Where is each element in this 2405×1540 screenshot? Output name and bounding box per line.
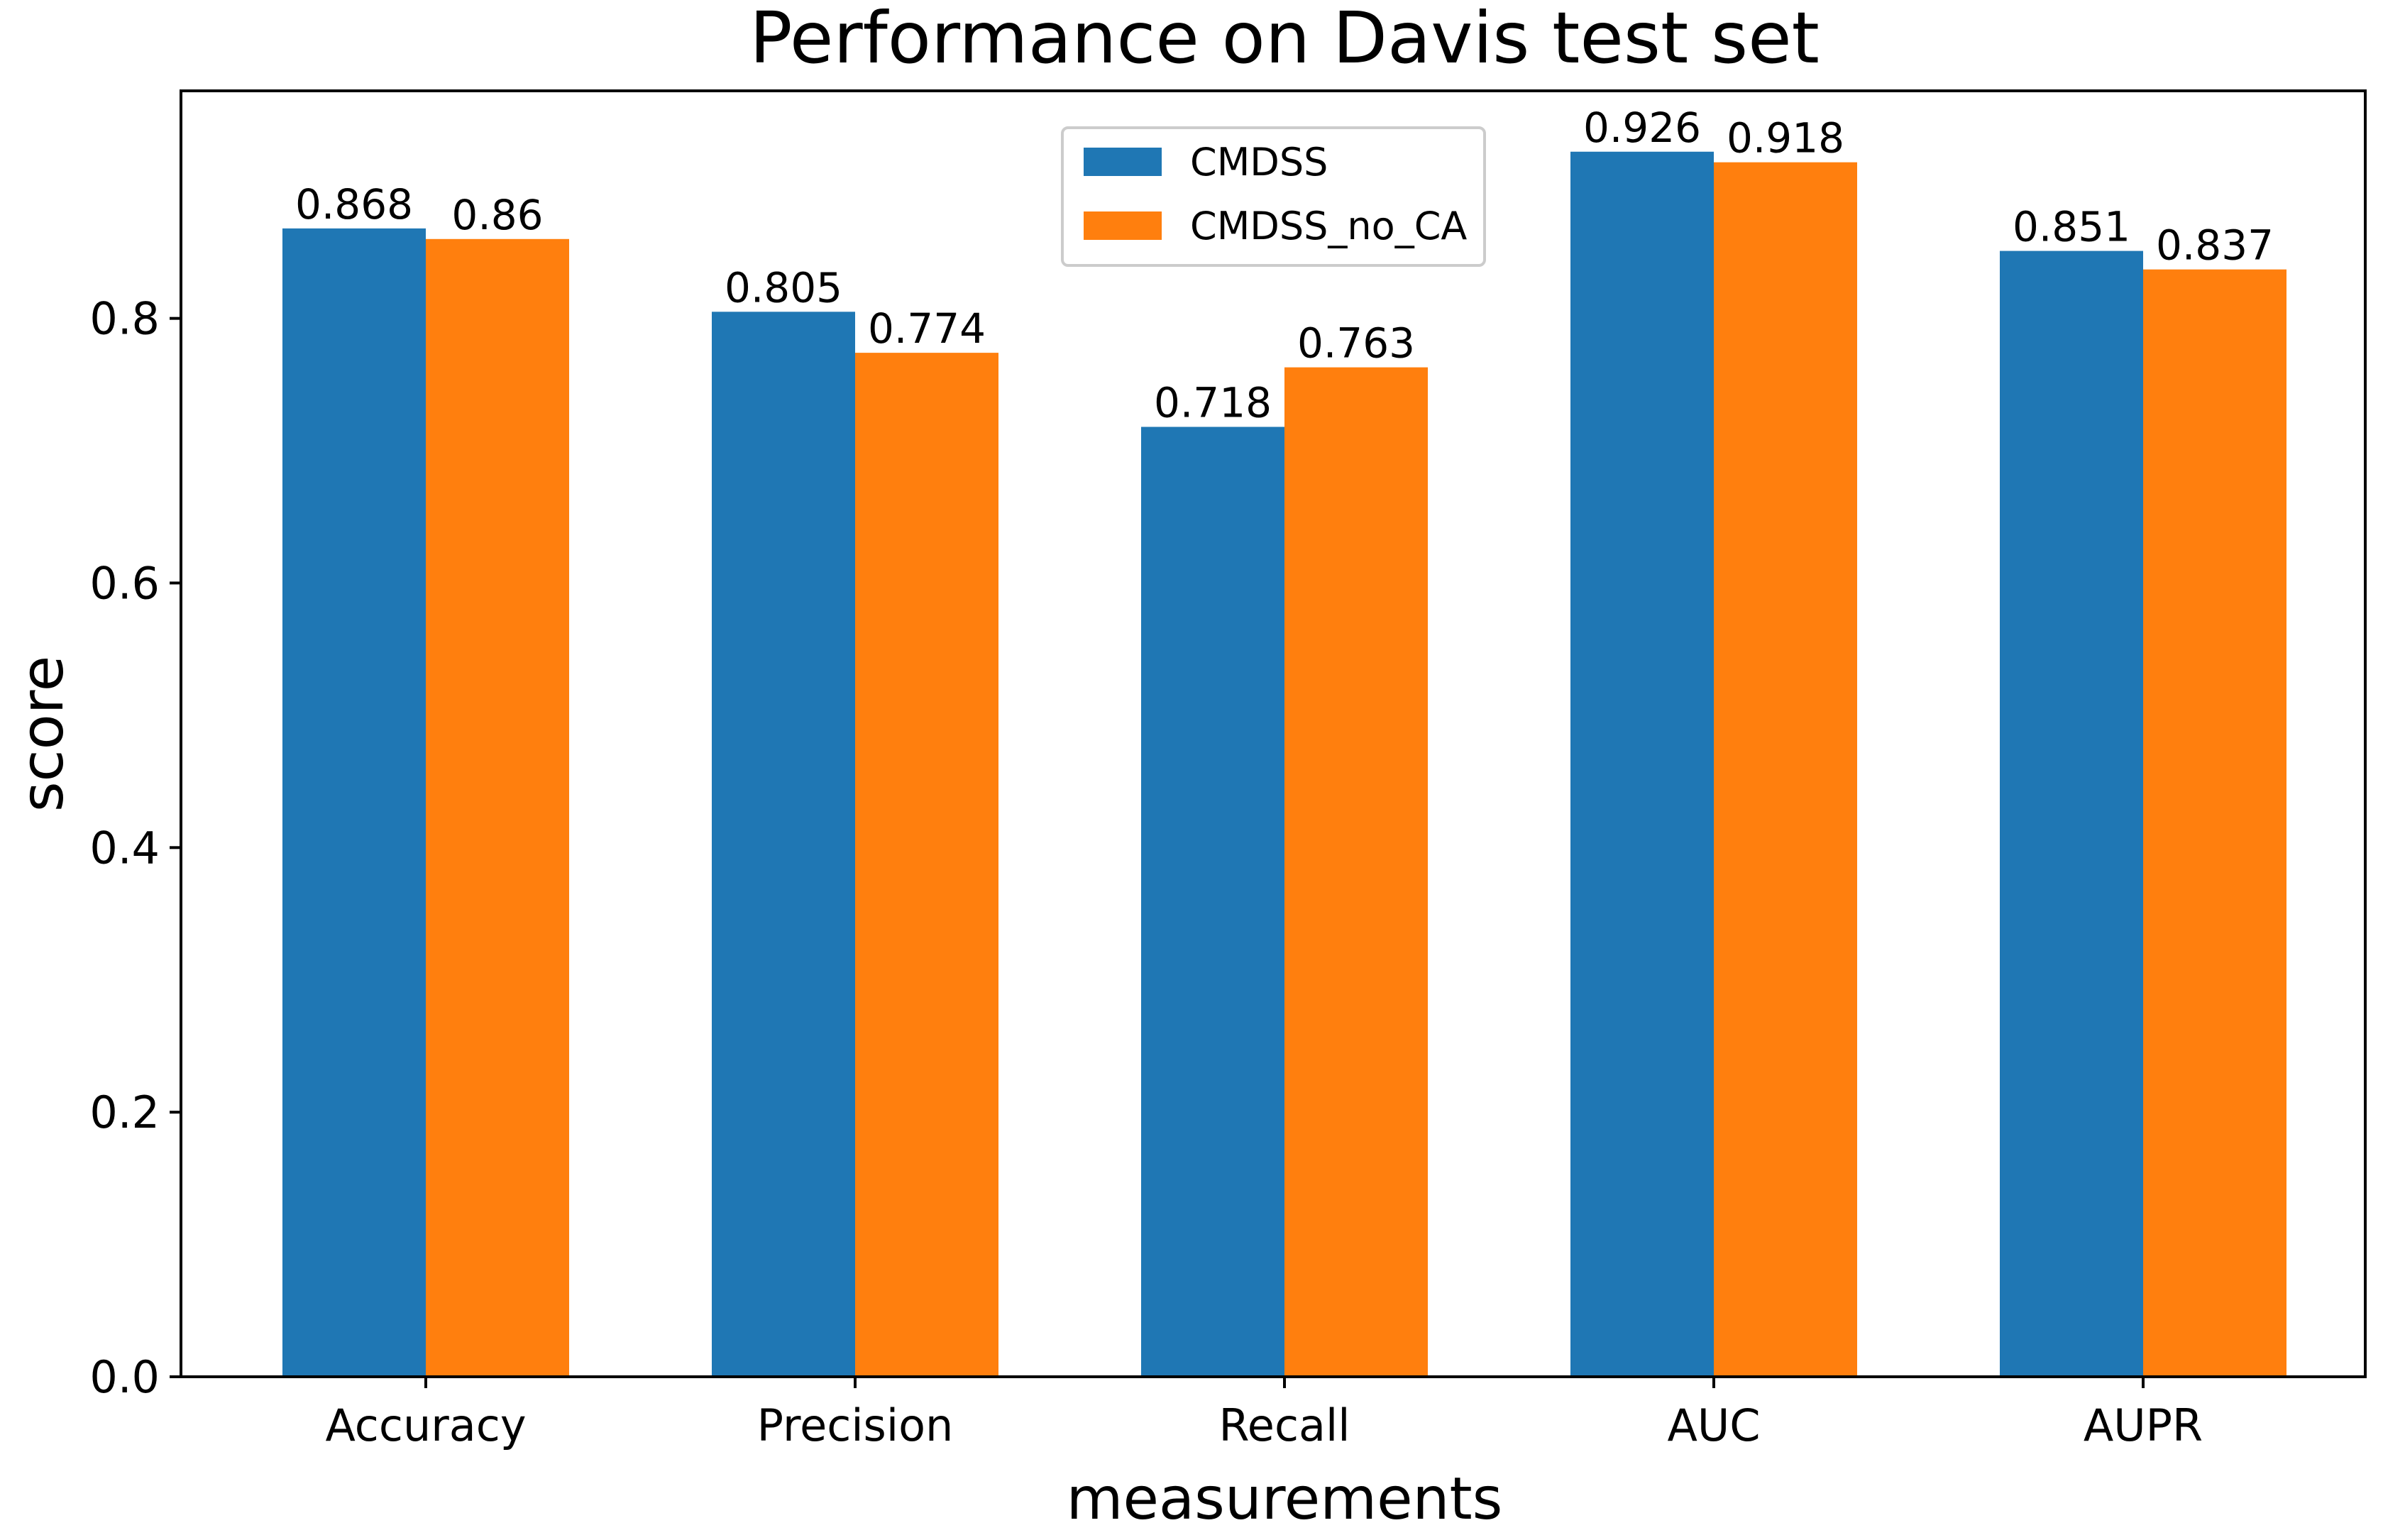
value-label-cmdss-recall: 0.718 [1154, 379, 1272, 427]
bar-cmdss-no-ca-auc [1714, 162, 1857, 1377]
x-axis-label: measurements [1067, 1465, 1503, 1533]
y-tick-label-1: 0.2 [89, 1087, 160, 1138]
x-tick-label-aupr: AUPR [2084, 1399, 2203, 1451]
bar-cmdss-aupr [2000, 251, 2143, 1377]
x-tick-label-precision: Precision [757, 1399, 954, 1451]
bar-cmdss-no-ca-recall [1284, 367, 1428, 1377]
y-tick-label-2: 0.4 [89, 822, 160, 874]
legend: CMDSS CMDSS_no_CA [1061, 126, 1486, 267]
bar-cmdss-recall [1141, 427, 1284, 1377]
y-tick-label-4: 0.8 [89, 293, 160, 345]
value-label-cmdss-no-ca-accuracy: 0.86 [451, 191, 543, 239]
bar-cmdss-auc [1570, 151, 1714, 1377]
x-tick-label-accuracy: Accuracy [325, 1399, 526, 1451]
value-label-cmdss-no-ca-precision: 0.774 [868, 304, 986, 353]
y-tick-label-3: 0.6 [89, 557, 160, 609]
value-label-cmdss-precision: 0.805 [725, 263, 842, 312]
legend-label-cmdss: CMDSS [1190, 140, 1328, 185]
bars-layer [282, 151, 2286, 1377]
bar-cmdss-accuracy [282, 228, 426, 1377]
plot-frame [180, 89, 2367, 1378]
bar-cmdss-no-ca-accuracy [426, 238, 569, 1377]
bar-cmdss-precision [712, 312, 855, 1377]
x-axis: Accuracy Precision Recall AUC AUPR [325, 1377, 2203, 1451]
chart-title: Performance on Davis test set [749, 0, 1820, 79]
y-axis-label: score [9, 656, 77, 812]
value-label-cmdss-accuracy: 0.868 [295, 180, 413, 229]
legend-swatch-cmdss-no-ca [1084, 211, 1162, 240]
legend-frame [1061, 126, 1486, 267]
legend-swatch-cmdss [1084, 148, 1162, 176]
value-label-cmdss-auc: 0.926 [1583, 104, 1701, 152]
value-labels-layer: 0.868 0.86 0.805 0.774 0.718 0.763 0.926 0.918 0… [295, 104, 2274, 427]
legend-label-cmdss-no-ca: CMDSS_no_CA [1190, 204, 1467, 248]
value-label-cmdss-no-ca-auc: 0.918 [1727, 114, 1844, 163]
x-tick-label-auc: AUC [1667, 1399, 1760, 1451]
x-tick-label-recall: Recall [1219, 1399, 1350, 1451]
bar-cmdss-no-ca-aupr [2143, 269, 2286, 1377]
y-tick-label-0: 0.0 [89, 1351, 160, 1403]
value-label-cmdss-no-ca-recall: 0.763 [1297, 319, 1415, 368]
y-axis: 0.0 0.2 0.4 0.6 0.8 [89, 293, 181, 1403]
value-label-cmdss-no-ca-aupr: 0.837 [2156, 221, 2274, 270]
bar-cmdss-no-ca-precision [855, 353, 998, 1377]
value-label-cmdss-aupr: 0.851 [2013, 203, 2130, 251]
